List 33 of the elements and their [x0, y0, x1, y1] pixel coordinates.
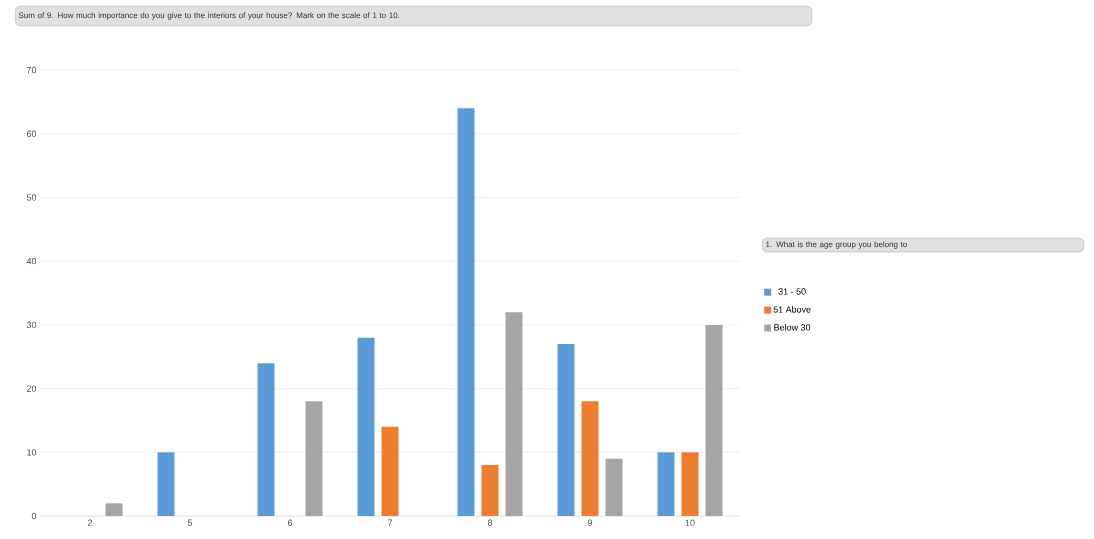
- bar: [305, 401, 323, 517]
- y-tick-label: 10: [27, 449, 37, 456]
- bar: [505, 312, 523, 517]
- bar: [557, 344, 575, 517]
- bar: [257, 363, 275, 517]
- x-tick-label: 2: [87, 519, 93, 526]
- x-tick-label: 7: [387, 519, 393, 526]
- bar: [657, 452, 675, 517]
- y-tick-label: 30: [26, 321, 37, 329]
- y-tick-label: 50: [26, 194, 37, 201]
- y-tick-label: 60: [26, 130, 37, 137]
- bar: [481, 465, 499, 517]
- bar: [705, 324, 723, 517]
- legend-label: 51 Above: [773, 306, 811, 313]
- y-tick-label: 20: [26, 385, 37, 392]
- bar: [357, 337, 375, 517]
- legend-label: Below 30: [774, 324, 811, 331]
- x-tick-label: 9: [587, 519, 593, 526]
- y-tick-label: 0: [31, 512, 37, 520]
- bar: [681, 452, 699, 517]
- x-tick-label: 10: [685, 519, 695, 526]
- bar: [581, 401, 599, 517]
- bar: [105, 503, 123, 517]
- y-tick-label: 40: [26, 258, 37, 265]
- x-tick-label: 6: [287, 519, 293, 526]
- bar: [457, 108, 475, 517]
- bar: [605, 458, 623, 517]
- x-tick-label: 5: [187, 519, 193, 526]
- legend-label: 31 - 50: [778, 288, 806, 295]
- y-tick-label: 70: [26, 66, 37, 74]
- bar: [381, 426, 399, 517]
- bar: [157, 452, 175, 517]
- x-tick-label: 8: [487, 519, 493, 526]
